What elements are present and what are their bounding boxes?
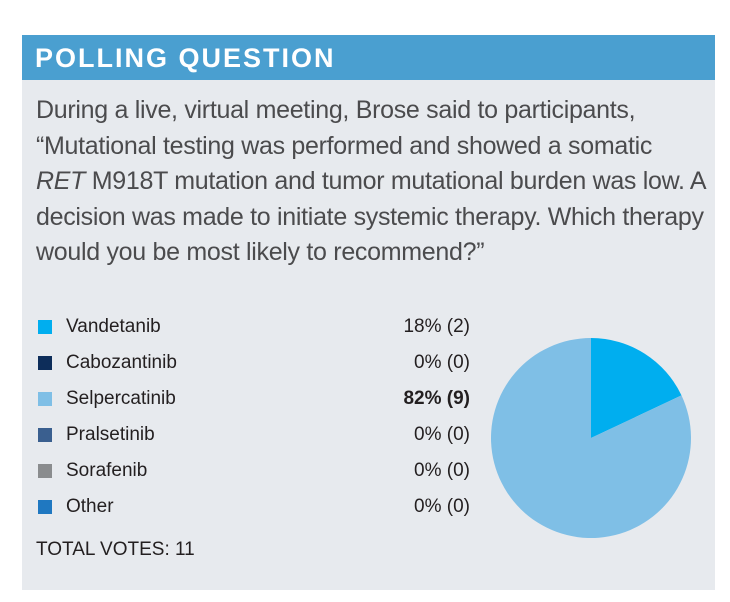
legend-swatch (38, 356, 52, 370)
question-text: M918T mutation and tumor mutational burd… (36, 167, 705, 266)
legend-swatch (38, 320, 52, 334)
question: During a live, virtual meeting, Brose sa… (36, 93, 706, 271)
total-votes: TOTAL VOTES: 11 (36, 539, 195, 560)
legend-swatch (38, 500, 52, 514)
question-text: During a live, virtual meeting, Brose sa… (36, 96, 653, 160)
legend-label: Vandetanib (66, 316, 161, 337)
poll-panel: POLLING QUESTION During a live, virtual … (22, 35, 715, 590)
pie-slice (491, 338, 691, 538)
value-label: 0% (0) (414, 496, 470, 517)
legend-swatch (38, 428, 52, 442)
legend-label: Selpercatinib (66, 388, 176, 409)
value-label: 0% (0) (414, 424, 470, 445)
legend-label: Pralsetinib (66, 424, 155, 445)
legend-label: Other (66, 496, 114, 517)
legend-label: Cabozantinib (66, 352, 177, 373)
legend-swatch (38, 464, 52, 478)
question-text: RET (36, 167, 86, 195)
panel-title: POLLING QUESTION (22, 35, 715, 80)
value-label: 0% (0) (414, 460, 470, 481)
legend-swatch (38, 392, 52, 406)
pie-slice (591, 337, 682, 438)
value-label: 18% (2) (403, 316, 470, 337)
value-label: 0% (0) (414, 352, 470, 373)
legend-label: Sorafenib (66, 460, 147, 481)
value-label: 82% (9) (403, 388, 470, 409)
